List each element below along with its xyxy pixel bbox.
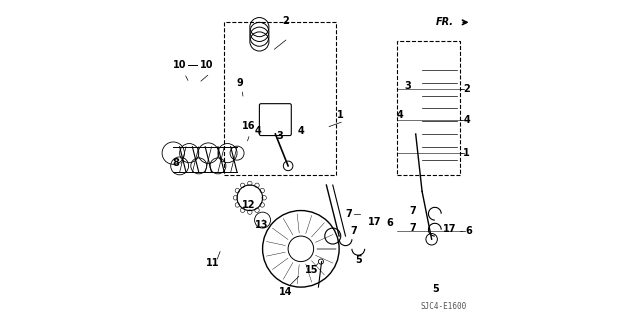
Text: 6: 6 — [465, 226, 472, 236]
Text: 5: 5 — [356, 255, 362, 265]
Text: 4: 4 — [396, 110, 403, 120]
Text: 14: 14 — [279, 287, 292, 297]
Text: 4: 4 — [463, 115, 470, 125]
Text: 3: 3 — [276, 130, 284, 141]
Text: SJC4-E1600: SJC4-E1600 — [420, 302, 467, 311]
Text: 10: 10 — [173, 60, 186, 70]
Text: 12: 12 — [243, 200, 256, 210]
Text: 7: 7 — [409, 205, 416, 216]
Text: 8: 8 — [172, 158, 179, 168]
Text: 9: 9 — [236, 78, 243, 88]
Text: 13: 13 — [255, 220, 269, 230]
Text: 7: 7 — [346, 209, 352, 219]
Text: 15: 15 — [305, 264, 318, 275]
Text: 2: 2 — [463, 84, 470, 94]
Text: 7: 7 — [351, 226, 358, 236]
Text: 6: 6 — [386, 218, 393, 228]
Text: 17: 17 — [368, 217, 381, 227]
Text: 17: 17 — [442, 224, 456, 234]
Text: 4: 4 — [298, 126, 304, 136]
Text: 1: 1 — [337, 110, 344, 120]
Text: 7: 7 — [409, 223, 416, 233]
Text: 16: 16 — [241, 121, 255, 131]
Text: 10: 10 — [200, 60, 214, 70]
Text: 2: 2 — [282, 16, 289, 26]
Text: 5: 5 — [432, 284, 439, 294]
Text: 4: 4 — [255, 126, 261, 136]
Text: 11: 11 — [206, 258, 220, 268]
Text: FR.: FR. — [436, 17, 454, 27]
Text: 1: 1 — [463, 148, 470, 158]
Text: 3: 3 — [404, 81, 411, 91]
